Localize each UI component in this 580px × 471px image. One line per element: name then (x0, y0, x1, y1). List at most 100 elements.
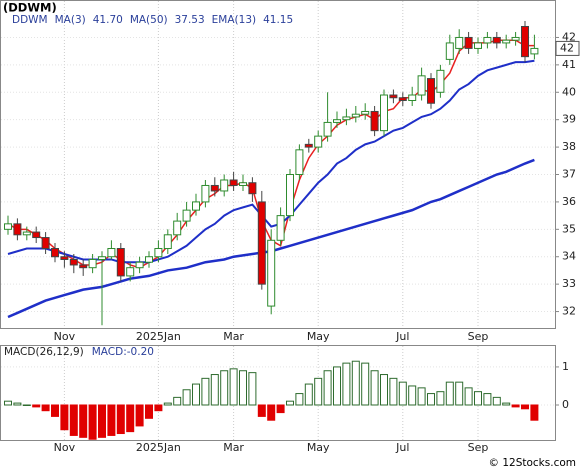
candle-body (98, 256, 106, 260)
macd-bar (408, 385, 417, 406)
candle-body (333, 119, 341, 123)
macd-bar (295, 393, 304, 406)
macd-bar (154, 404, 163, 412)
legend-name: MA(50) (130, 14, 168, 26)
candle-body (483, 36, 492, 44)
x-tick-label: 2025Jan (136, 330, 181, 343)
candle-body (239, 182, 247, 186)
macd-bar (530, 404, 539, 421)
candle-body (380, 94, 388, 132)
candle-body (107, 248, 116, 258)
y-tick-label: 35 (562, 222, 576, 235)
x-tick-label: Sep (468, 330, 489, 343)
x-tick-label: Jul (395, 330, 409, 343)
macd-bar (427, 393, 435, 406)
chart-title: (DDWM) (3, 1, 57, 15)
candle-body (436, 69, 445, 93)
candle-body (314, 135, 323, 148)
candle-body (427, 78, 435, 104)
candle-body (163, 234, 172, 250)
x-tick-label: 2025Jan (136, 441, 181, 454)
y-tick-label: 41 (562, 58, 576, 71)
candle-body (173, 220, 182, 236)
macd-bar (173, 396, 182, 406)
y-tick-label: 36 (562, 195, 576, 208)
macd-bar (314, 377, 323, 406)
macd-bar (41, 404, 50, 412)
legend-name: MA(3) (55, 14, 86, 26)
candle-body (304, 143, 313, 148)
y-tick-label: 40 (562, 85, 576, 98)
macd-bar (389, 377, 398, 406)
candle-body (370, 110, 379, 132)
candle-body (323, 121, 332, 137)
macd-bar (98, 404, 106, 438)
macd-bar (88, 404, 97, 440)
candle-body (4, 223, 12, 230)
legend-name: EMA(13) (212, 14, 256, 26)
candle-body (257, 201, 266, 285)
macd-bar (32, 404, 41, 408)
macd-bar (229, 368, 238, 406)
candle-body (455, 36, 464, 49)
candle-body (276, 215, 285, 241)
macd-bar (22, 404, 31, 406)
candle-body (182, 209, 191, 222)
y-tick-label: 42 (562, 30, 576, 43)
macd-bar (182, 389, 191, 406)
y-tick-label: 0 (562, 398, 569, 411)
macd-bar (116, 404, 125, 435)
price-box-label: 42 (560, 41, 574, 54)
macd-bar (474, 391, 482, 406)
candle-body (201, 184, 210, 203)
candle-body (69, 258, 78, 266)
candle-body (51, 248, 59, 258)
candle-body (342, 116, 351, 121)
macd-bar (351, 360, 360, 406)
macd-bar (210, 374, 219, 406)
candle-body (88, 258, 97, 269)
legend-ticker: DDWM (12, 14, 48, 26)
macd-bar (220, 370, 229, 406)
x-tick-label: Sep (468, 441, 489, 454)
legend-value: 37.53 (175, 14, 205, 26)
macd-bar (455, 381, 464, 406)
candle-body (502, 39, 511, 44)
macd-bar (267, 404, 276, 421)
macd-bar (4, 400, 12, 406)
macd-legend: MACD:-0.20 (92, 346, 154, 358)
legend-value: 41.70 (93, 14, 123, 26)
x-tick-label: Nov (54, 330, 76, 343)
candle-body (389, 94, 398, 99)
candle-body (492, 36, 501, 44)
macd-bar (333, 366, 341, 406)
x-tick-label: Nov (54, 441, 76, 454)
candle-body (417, 75, 426, 96)
candle-body (135, 261, 144, 269)
candle-body (60, 256, 69, 260)
macd-bar (135, 404, 144, 427)
candle-body (530, 47, 539, 55)
macd-bar (511, 404, 520, 408)
macd-bar (370, 370, 379, 406)
y-tick-label: 34 (562, 250, 576, 263)
candle-body (248, 182, 257, 195)
macd-bar (60, 404, 69, 431)
price-box (555, 40, 580, 56)
macd-bar (145, 404, 153, 419)
macd-bar (323, 370, 332, 406)
macd-bar (286, 400, 294, 406)
price-panel (0, 0, 556, 329)
candle-body (79, 264, 88, 269)
macd-bar (107, 404, 116, 436)
macd-bar (126, 404, 135, 433)
macd-bar (436, 391, 445, 406)
macd-bar (201, 377, 210, 406)
macd-bar (69, 404, 78, 436)
macd-bar (464, 387, 473, 406)
candle-body (32, 231, 41, 239)
x-tick-label: Mar (223, 330, 244, 343)
candle-body (22, 231, 31, 236)
y-tick-label: 38 (562, 140, 576, 153)
